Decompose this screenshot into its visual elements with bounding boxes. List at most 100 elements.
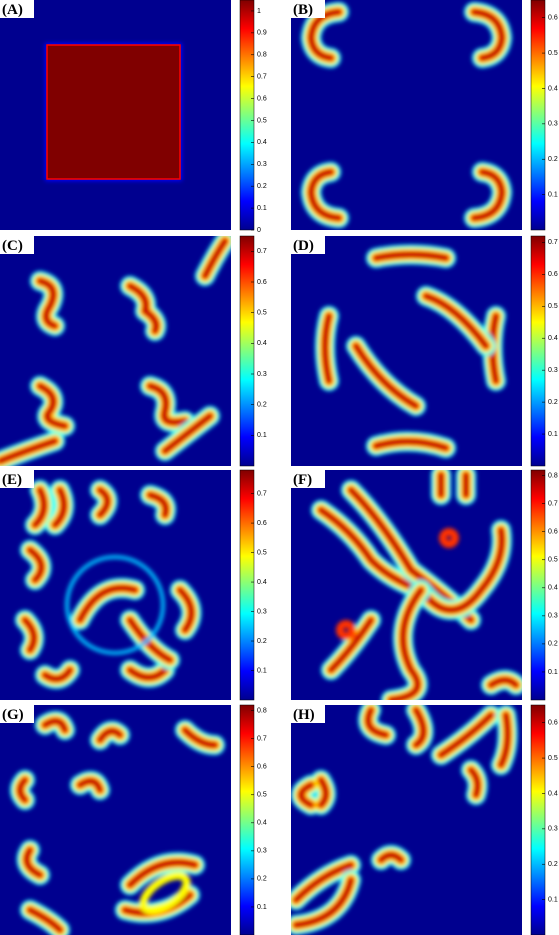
panel: (H) 0.1 0.2 0.3 0.4 0.5 0.6: [291, 704, 558, 935]
colorbar: [530, 704, 546, 935]
panel: (F) 0.1 0.2 0.3 0.4 0.5 0.6 0.7 0.8: [291, 469, 558, 701]
colorbar-tick-label: 0.4: [257, 139, 267, 146]
pattern-blob: [28, 548, 44, 582]
pattern-blob: [183, 728, 217, 747]
label-box: [291, 236, 325, 254]
pattern-blob: [98, 729, 122, 742]
heatmap: [315, 244, 506, 458]
pattern-blob: [472, 170, 504, 220]
colorbar-tick-label: 0.4: [257, 820, 267, 827]
pattern-blob: [18, 778, 27, 802]
colorbar-tick-label: 0.7: [548, 239, 558, 246]
colorbar-tick-label: 0.2: [257, 876, 267, 883]
colorbar: [239, 469, 255, 701]
heatmap: [291, 705, 518, 935]
colorbar-tick-label: 0.6: [548, 529, 558, 536]
colorbar-tick-label: 0.6: [548, 720, 558, 727]
panel: (C) 0.1 0.2 0.3 0.4 0.5 0.6 0.7: [0, 235, 267, 467]
colorbar-tick-label: 0.5: [548, 557, 558, 564]
panel: (E) 0.1 0.2 0.3 0.4 0.5 0.6 0.7: [0, 469, 267, 701]
pattern-blob: [419, 528, 504, 612]
colorbar: [530, 469, 546, 701]
colorbar-tick-label: 0.7: [548, 501, 558, 508]
label-box: [291, 0, 325, 18]
colorbar-tick-label: 0.3: [548, 367, 558, 374]
heatmap-background: [291, 0, 522, 230]
pattern-blob: [148, 384, 187, 425]
colorbar-tick-label: 0.5: [257, 310, 267, 317]
heatmap: [301, 2, 512, 228]
patterns: [291, 705, 518, 935]
pattern-blob: [78, 779, 102, 792]
patterns: [301, 2, 512, 228]
pattern-blob: [23, 618, 36, 652]
colorbar-tick-label: 0.5: [548, 50, 558, 57]
pattern-blob: [389, 588, 423, 700]
pattern-blob: [439, 713, 493, 757]
panel: (D) 0.1 0.2 0.3 0.4 0.5 0.6 0.7: [291, 235, 558, 467]
colorbar-tick-label: 0.4: [257, 340, 267, 347]
pattern-blob: [38, 279, 57, 328]
heatmap: [15, 480, 202, 689]
panel-label: (H): [293, 707, 315, 723]
pattern-blob: [374, 252, 448, 260]
panel: (G) 0.1 0.2 0.3 0.4 0.5 0.6 0.7 0.8: [0, 704, 267, 935]
colorbar-tick-label: 0.5: [257, 792, 267, 799]
heatmap: [0, 236, 231, 466]
pattern-blob: [472, 10, 504, 60]
colorbar-tick-label: 0.6: [257, 764, 267, 771]
pattern-blob: [24, 848, 42, 877]
label-box: [0, 470, 34, 488]
colorbar: [239, 235, 255, 467]
colorbar-tick-label: 0.2: [257, 638, 267, 645]
colorbar-tick-label: 0.8: [257, 707, 267, 714]
spot: [439, 528, 459, 548]
colorbar-tick-label: 0.9: [257, 30, 267, 37]
pattern-blob: [323, 314, 331, 383]
heatmap-background: [291, 705, 522, 935]
panel-label: (A): [2, 2, 23, 18]
pattern-blob: [98, 488, 110, 517]
square: [46, 44, 181, 180]
pattern-blob: [299, 778, 328, 807]
pattern-blob: [319, 508, 423, 592]
colorbar-tick-label: 0.7: [257, 74, 267, 81]
colorbar-tick-label: 0.1: [548, 669, 558, 676]
pattern-blob: [329, 618, 373, 672]
colorbar-tick-label: 0.4: [548, 585, 558, 592]
label-box: [291, 470, 325, 488]
heatmap: [10, 711, 225, 935]
colorbar-tick-label: 0.3: [257, 161, 267, 168]
pattern-blob: [178, 588, 194, 632]
colorbar-tick-label: 0.3: [548, 613, 558, 620]
colorbar-tick-label: 0.1: [548, 896, 558, 903]
colorbar-tick-label: 0.2: [257, 183, 267, 190]
panel: (B) 0.1 0.2 0.3 0.4 0.5 0.6: [291, 0, 558, 231]
colorbar-tick-label: 0.2: [257, 402, 267, 409]
pattern-blob: [203, 239, 227, 278]
pattern-blob: [424, 294, 488, 348]
colorbar-tick-label: 0.1: [257, 432, 267, 439]
label-box: [0, 705, 34, 723]
panel-label: (E): [2, 472, 22, 488]
pattern-blob: [128, 860, 197, 887]
ring: [139, 871, 191, 915]
pattern-blob: [379, 853, 403, 862]
patterns: [311, 470, 522, 700]
colorbar-tick-label: 0.3: [257, 371, 267, 378]
pattern-blob: [128, 668, 167, 680]
colorbar-tick-label: 0.5: [257, 117, 267, 124]
patterns: [315, 244, 506, 458]
colorbar-tick-label: 0.5: [548, 303, 558, 310]
panel-label: (D): [293, 238, 314, 254]
colorbar-tick-label: 0.6: [257, 520, 267, 527]
colorbar-tick-label: 0.4: [548, 790, 558, 797]
pattern-blob: [489, 678, 518, 687]
pattern-blob: [374, 439, 448, 450]
colorbar-tick-label: 0.7: [257, 736, 267, 743]
panel-label: (B): [293, 2, 313, 18]
colorbar-tick-label: 0.3: [548, 826, 558, 833]
colorbar-tick-label: 0.3: [257, 848, 267, 855]
colorbar-tick-label: 0.1: [257, 904, 267, 911]
